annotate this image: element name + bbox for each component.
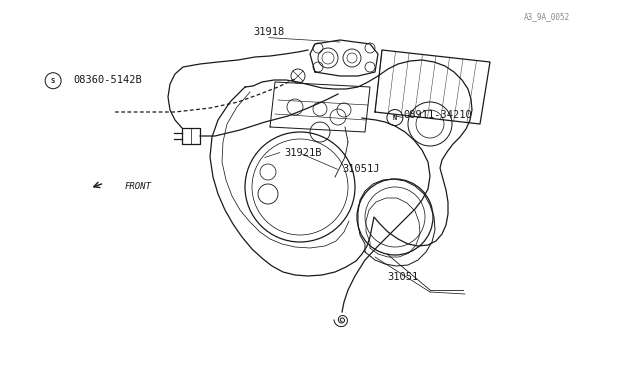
Text: 08360-5142B: 08360-5142B [74,75,142,85]
Text: 08911-34210: 08911-34210 [403,110,472,120]
Text: 31918: 31918 [253,27,284,36]
Text: S: S [51,78,55,84]
Text: N: N [393,115,397,121]
Text: A3_9A_0052: A3_9A_0052 [524,12,570,21]
Text: 31051: 31051 [387,272,419,282]
Text: 31921B: 31921B [285,148,323,157]
Text: FRONT: FRONT [125,182,152,190]
Text: 31051J: 31051J [342,164,380,174]
